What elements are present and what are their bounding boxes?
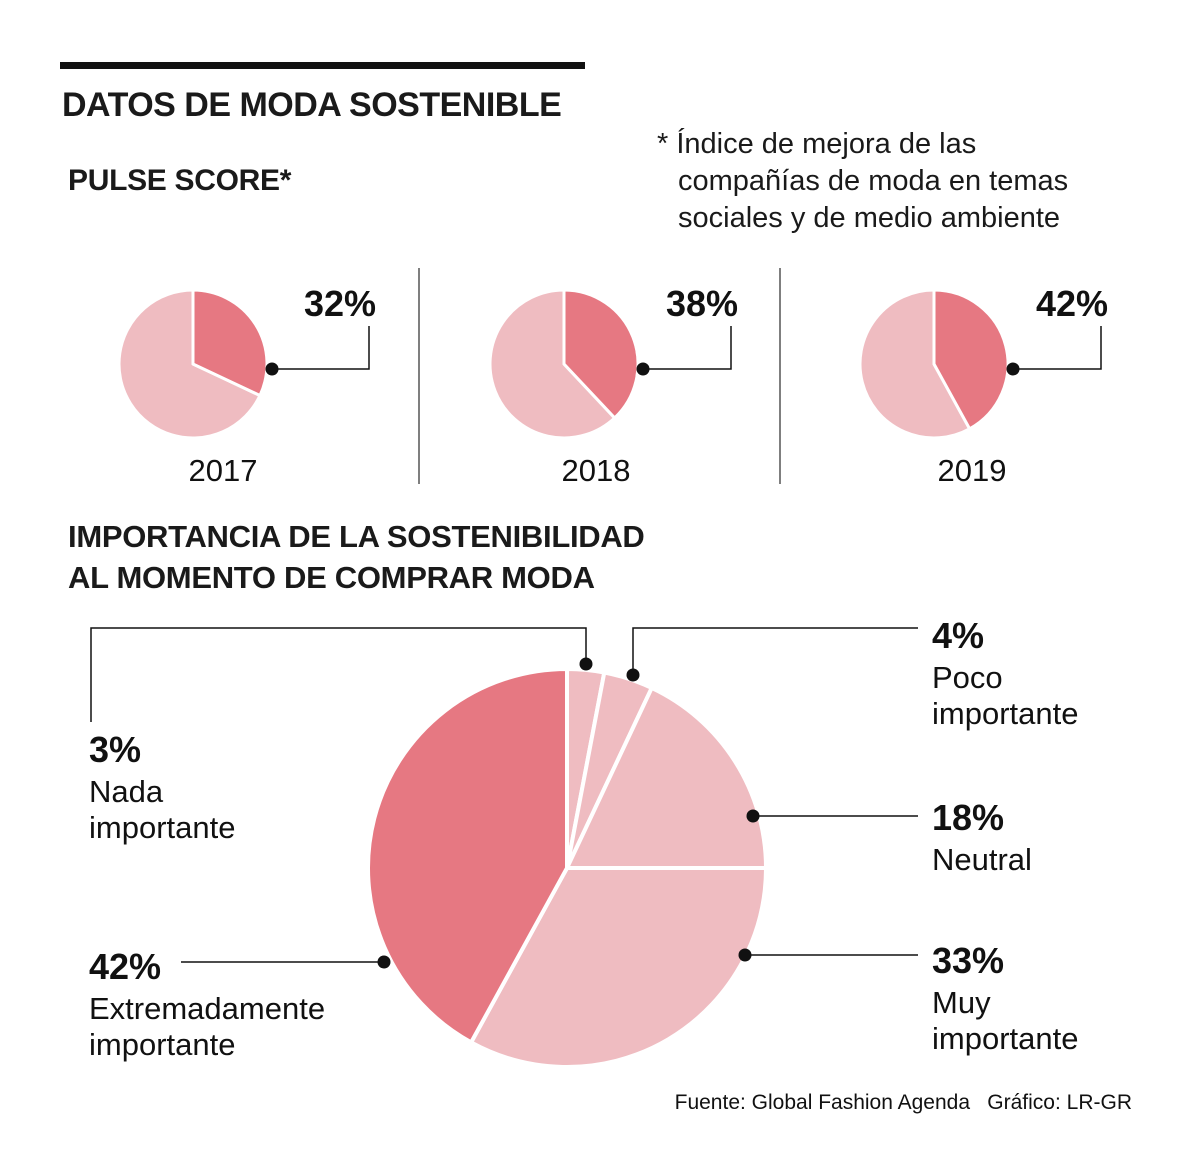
importance-value-label-5: 42% [89, 946, 161, 987]
importance-leader-line-1 [90, 627, 587, 722]
importance-leader-dot-2 [626, 668, 640, 682]
importance-category-label-2-1: Poco [932, 660, 1003, 695]
pie-2017-year-label: 2017 [189, 453, 258, 488]
main-title: DATOS DE MODA SOSTENIBLE [62, 86, 562, 124]
importance-slice-5 [366, 667, 569, 1045]
pie-2018-leader-dot [636, 362, 650, 376]
pie-2018-leader-line [643, 326, 732, 370]
importance-category-label-5-1: Extremadamente [89, 991, 325, 1026]
importance-leader-dot-4 [738, 948, 752, 962]
importance-leader-line-2 [632, 627, 918, 675]
pie-2018-year-label: 2018 [562, 453, 631, 488]
importance-title-line-2: AL MOMENTO DE COMPRAR MODA [68, 560, 595, 595]
importance-category-label-1-1: Nada [89, 774, 164, 809]
pie-2018-rest-slice [488, 288, 617, 440]
pie-2018-score-slice [562, 288, 640, 420]
footnote-line-3: sociales y de medio ambiente [678, 202, 1061, 234]
pie-2019-leader-dot [1006, 362, 1020, 376]
importance-value-label-4: 33% [932, 940, 1004, 981]
footnote-line-2: compañías de moda en temas [678, 165, 1069, 197]
graphic-credit: Gráfico: LR-GR [987, 1091, 1132, 1114]
footnote-line-1: * Índice de mejora de las [657, 128, 977, 160]
importance-leader-dot-1 [579, 657, 593, 671]
importance-value-label-1: 3% [89, 729, 141, 770]
importance-leader-dot-5 [377, 955, 391, 969]
importance-value-label-2: 4% [932, 615, 984, 656]
pie-2017-leader-line [272, 326, 370, 370]
importance-category-label-4-2: importante [932, 1021, 1078, 1056]
pulse-score-title: PULSE SCORE* [68, 164, 292, 197]
importance-category-label-2-2: importante [932, 696, 1078, 731]
importance-category-label-5-2: importante [89, 1027, 235, 1062]
importance-category-label-3-1: Neutral [932, 842, 1032, 877]
footnote-marker: * [657, 128, 669, 160]
importance-slice-3 [565, 685, 768, 870]
pie-2017-rest-slice [117, 288, 262, 440]
pie-2017-score-slice [191, 288, 269, 398]
importance-title-line-1: IMPORTANCIA DE LA SOSTENIBILIDAD [68, 519, 645, 554]
importance-slice-4 [469, 866, 768, 1069]
pie-2017-value-label: 32% [304, 283, 376, 324]
pie-2017-leader-dot [265, 362, 279, 376]
pie-2018-value-label: 38% [666, 283, 738, 324]
importance-value-label-3: 18% [932, 797, 1004, 838]
footnote: * Índice de mejora de las compañías de m… [657, 126, 1068, 237]
pie-2019-rest-slice [858, 288, 972, 440]
importance-category-label-1-2: importante [89, 810, 235, 845]
top-rule [60, 62, 585, 69]
importance-title: IMPORTANCIA DE LA SOSTENIBILIDAD AL MOME… [68, 516, 645, 598]
importance-leader-dot-3 [746, 809, 760, 823]
source-credit: Fuente: Global Fashion Agenda [675, 1091, 971, 1114]
pie-2019-score-slice [932, 288, 1010, 431]
importance-category-label-4-1: Muy [932, 985, 991, 1020]
pie-2019-year-label: 2019 [938, 453, 1007, 488]
pie-2019-leader-line [1013, 326, 1102, 370]
pie-2019-value-label: 42% [1036, 283, 1108, 324]
